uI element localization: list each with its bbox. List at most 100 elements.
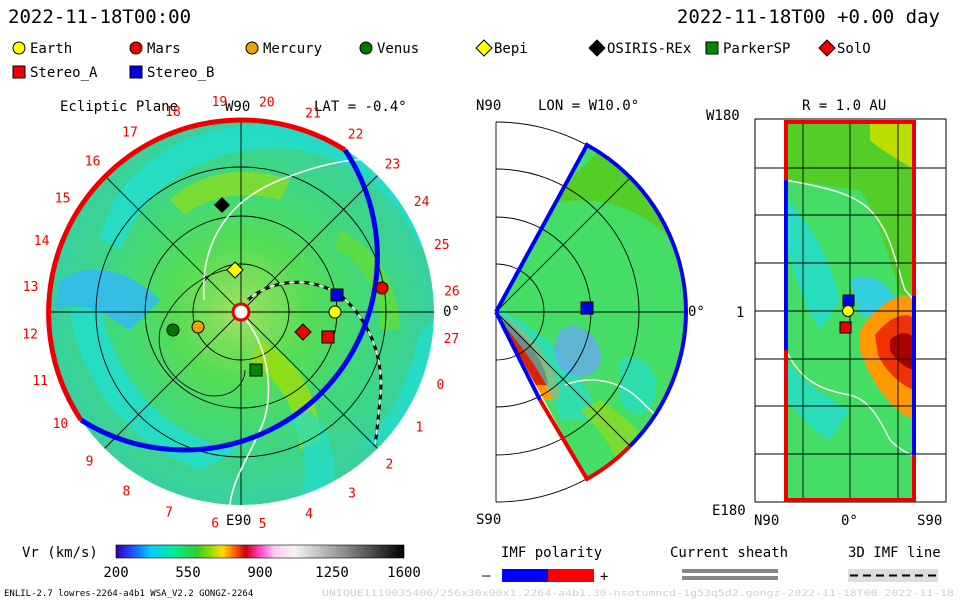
rotation-label-25: 25 bbox=[434, 238, 450, 253]
rotation-label-2: 2 bbox=[385, 457, 393, 472]
legend-symbol-mercury bbox=[245, 41, 259, 55]
stereo-b-marker bbox=[330, 288, 344, 302]
legend-item-parkersp: ParkerSP bbox=[705, 41, 790, 57]
current-sheath-line-1 bbox=[682, 569, 778, 573]
legend-label-parkersp: ParkerSP bbox=[723, 41, 790, 57]
meridional-top-label: N90 bbox=[476, 98, 501, 114]
rotation-label-12: 12 bbox=[22, 328, 38, 343]
rotation-label-24: 24 bbox=[414, 195, 430, 210]
meridional-panel: N90 LON = W10.0° bbox=[476, 98, 705, 528]
rotation-label-9: 9 bbox=[86, 454, 94, 469]
legend-label-osiris-rex: OSIRIS-REx bbox=[607, 41, 691, 57]
imf-polarity-minus: – bbox=[482, 568, 491, 584]
rotation-label-6: 6 bbox=[211, 516, 219, 531]
legend-label-venus: Venus bbox=[377, 41, 419, 57]
radius-earth-marker bbox=[842, 305, 854, 317]
rotation-label-15: 15 bbox=[55, 191, 71, 206]
osiris-rex-marker bbox=[214, 197, 230, 213]
imf-polarity-plus: + bbox=[600, 569, 608, 585]
colorbar: Vr (km/s) 200 550 900 1250 1600 bbox=[22, 544, 421, 581]
rotation-label-10: 10 bbox=[53, 417, 69, 432]
legend-label-earth: Earth bbox=[30, 41, 72, 57]
meridional-stereo-b-marker bbox=[580, 301, 594, 315]
spacecraft-legend: Earth Mars Mercury Venus Bepi OSIRIS-REx Parke… bbox=[12, 39, 871, 81]
legend-label-stereo-a: Stereo_A bbox=[30, 65, 98, 81]
imf-polarity-negative-swatch bbox=[502, 569, 548, 582]
rotation-label-0: 0 bbox=[436, 378, 444, 393]
radius-stereo-a-marker bbox=[839, 321, 852, 334]
meridional-bottom-label: S90 bbox=[476, 512, 501, 528]
legend-label-bepi: Bepi bbox=[494, 41, 528, 57]
rotation-label-18: 18 bbox=[165, 105, 181, 120]
rotation-label-17: 17 bbox=[122, 125, 138, 140]
colorbar-tick-900: 900 bbox=[247, 565, 272, 581]
stereo-a-marker bbox=[321, 330, 335, 344]
radius-top-left-label: W180 bbox=[706, 108, 740, 124]
rotation-label-4: 4 bbox=[305, 507, 313, 522]
radius-x-labels: N90 0° S90 bbox=[754, 513, 942, 529]
meridional-lon-label: LON = W10.0° bbox=[538, 98, 639, 114]
imf-polarity-positive-swatch bbox=[548, 569, 594, 582]
rotation-label-23: 23 bbox=[385, 158, 401, 173]
ecliptic-lat-label: LAT = -0.4° bbox=[314, 99, 407, 115]
bepi-marker bbox=[226, 261, 244, 279]
legend-item-mercury: Mercury bbox=[245, 41, 322, 57]
current-sheath-line-2 bbox=[682, 576, 778, 580]
current-sheath-title: Current sheath bbox=[670, 545, 788, 561]
current-sheath-legend: Current sheath bbox=[670, 545, 788, 580]
ecliptic-boundary-negative bbox=[79, 148, 380, 453]
legend-item-solo: SolO bbox=[818, 39, 871, 57]
mercury-marker bbox=[191, 320, 205, 334]
colorbar-tick-1250: 1250 bbox=[315, 565, 349, 581]
radius-panel: R = 1.0 AU W180 1 E180 bbox=[706, 98, 947, 529]
legend-symbol-earth bbox=[12, 41, 26, 55]
header-datetime-right: 2022-11-18T00 +0.00 day bbox=[677, 6, 940, 28]
parker-marker bbox=[249, 363, 263, 377]
legend-item-mars: Mars bbox=[129, 41, 181, 57]
legend-item-stereo-b: Stereo_B bbox=[129, 65, 214, 81]
colorbar-label: Vr (km/s) bbox=[22, 545, 98, 561]
mars-marker bbox=[375, 281, 389, 295]
rotation-label-26: 26 bbox=[444, 284, 460, 299]
rotation-label-21: 21 bbox=[305, 107, 321, 122]
carrington-rotation-labels: 2021222324252627012345678910111213141516… bbox=[22, 95, 459, 532]
imf-line-title: 3D IMF line bbox=[848, 545, 941, 561]
legend-label-mars: Mars bbox=[147, 41, 181, 57]
radius-x-label-0: N90 bbox=[754, 513, 779, 529]
radius-x-label-1: 0° bbox=[841, 513, 858, 529]
radius-bottom-left-label: E180 bbox=[712, 503, 746, 519]
meridional-boundary-lower bbox=[494, 311, 542, 401]
legend-symbol-osiris-rex bbox=[588, 39, 606, 57]
meridional-boundary-negative bbox=[494, 142, 689, 448]
meridional-boundary-positive bbox=[538, 398, 632, 482]
ecliptic-title: Ecliptic Plane bbox=[60, 99, 178, 115]
imf-line-legend: 3D IMF line bbox=[848, 545, 941, 582]
legend-item-bepi: Bepi bbox=[475, 39, 528, 57]
colorbar-ticks: 200 550 900 1250 1600 bbox=[103, 565, 421, 581]
header-datetime-left: 2022-11-18T00:00 bbox=[8, 6, 191, 28]
rotation-label-22: 22 bbox=[348, 128, 364, 143]
ecliptic-bottom-label: E90 bbox=[226, 513, 251, 529]
ecliptic-panel: Ecliptic Plane W90 LAT = -0.4° bbox=[22, 95, 460, 532]
rotation-label-19: 19 bbox=[212, 95, 228, 110]
rotation-label-5: 5 bbox=[259, 517, 267, 532]
legend-symbol-mars bbox=[129, 41, 143, 55]
legend-label-solo: SolO bbox=[837, 41, 871, 57]
rotation-label-20: 20 bbox=[259, 96, 275, 111]
radius-boundary-positive bbox=[784, 120, 916, 296]
legend-label-stereo-b: Stereo_B bbox=[147, 65, 214, 81]
radius-stereo-b-marker bbox=[842, 294, 855, 307]
colorbar-tick-1600: 1600 bbox=[387, 565, 421, 581]
footer-right: UNIQUE1119035406/256x30x90x1.2264-a4b1.3… bbox=[322, 589, 954, 599]
ecliptic-top-label: W90 bbox=[225, 99, 250, 115]
legend-symbol-venus bbox=[359, 41, 373, 55]
ecliptic-boundary-positive bbox=[46, 117, 347, 422]
colorbar-tick-550: 550 bbox=[175, 565, 200, 581]
rotation-label-11: 11 bbox=[32, 374, 48, 389]
footer-left: ENLIL-2.7 lowres-2264-a4b1 WSA_V2.2 GONG… bbox=[4, 589, 253, 599]
rotation-label-3: 3 bbox=[348, 487, 356, 502]
legend-symbol-solo bbox=[818, 39, 836, 57]
sun-marker bbox=[231, 302, 251, 322]
ecliptic-right-label: 0° bbox=[443, 304, 460, 320]
